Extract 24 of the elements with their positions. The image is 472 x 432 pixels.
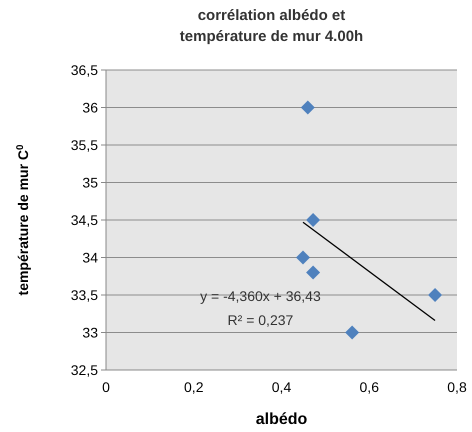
y-tick-label: 32,5	[70, 362, 98, 378]
x-axis-title: albédo	[256, 411, 308, 428]
point	[300, 100, 315, 114]
point	[296, 250, 310, 264]
y-tick-label: 35,5	[70, 136, 98, 153]
y-tick-label: 34,5	[70, 212, 98, 228]
x-tick-label: 0,4	[272, 379, 292, 395]
chart-title: corrélation albédo et température de mur 4.00h	[180, 7, 364, 45]
x-tick-label: 0,2	[184, 379, 204, 395]
annotation: R² = 0,237	[228, 312, 294, 328]
y-tick-label: 36	[82, 99, 98, 116]
point	[306, 266, 320, 280]
point	[428, 288, 442, 302]
y-tick-label: 36,5	[70, 62, 98, 78]
x-tick-label: 0,8	[447, 379, 467, 395]
point	[306, 213, 320, 227]
y-tick-label: 33	[82, 324, 98, 340]
y-tick-label: 33,5	[70, 286, 98, 303]
x-tick-label: 0	[102, 379, 110, 395]
point	[345, 326, 360, 340]
annotation: y = -4,360x + 36,43	[200, 288, 321, 304]
x-tick-label: 0,6	[360, 379, 380, 395]
y-tick-label: 35	[82, 174, 98, 190]
y-tick-label: 34	[82, 249, 98, 266]
